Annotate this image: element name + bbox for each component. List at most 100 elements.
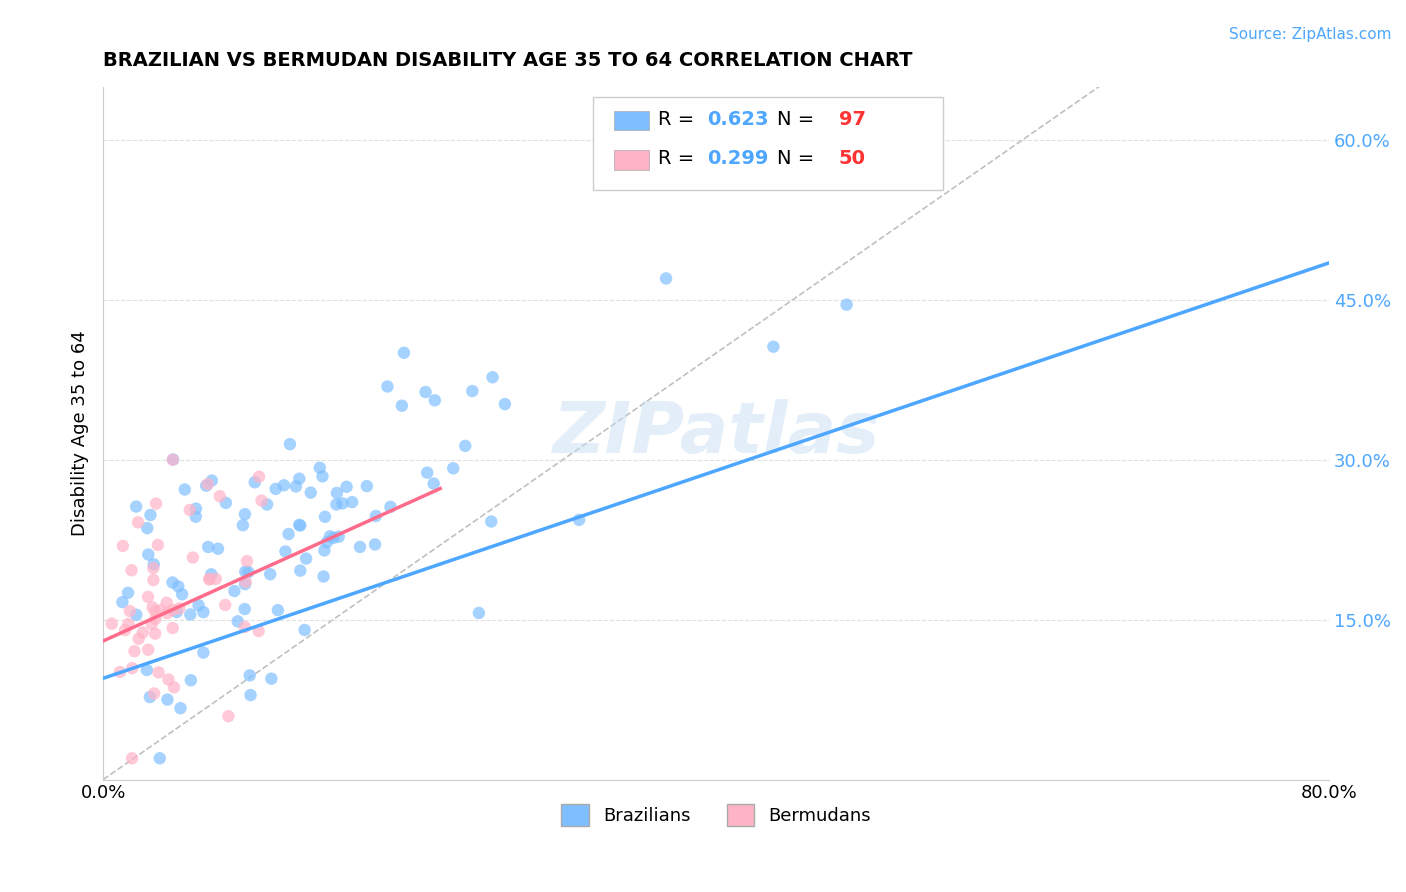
Point [215, 496, 238, 510]
Point [162, 603, 184, 617]
Point [170, 587, 193, 601]
Point [377, 379, 399, 393]
Point [314, 543, 336, 558]
Point [326, 486, 349, 500]
Point [233, 620, 256, 634]
Point [340, 495, 363, 509]
Point [156, 606, 179, 620]
Point [468, 606, 491, 620]
FancyBboxPatch shape [614, 111, 648, 130]
Point [145, 497, 167, 511]
Point [117, 586, 139, 600]
Point [364, 537, 387, 551]
Text: BRAZILIAN VS BERMUDAN DISABILITY AGE 35 TO 64 CORRELATION CHART: BRAZILIAN VS BERMUDAN DISABILITY AGE 35 … [103, 51, 912, 70]
Point [336, 480, 359, 494]
Point [332, 496, 354, 510]
Point [415, 385, 437, 400]
Point [187, 599, 209, 613]
Point [111, 539, 134, 553]
Point [136, 548, 159, 562]
Point [156, 692, 179, 706]
Point [136, 590, 159, 604]
Point [214, 598, 236, 612]
Point [239, 688, 262, 702]
Point [127, 516, 149, 530]
Point [325, 498, 347, 512]
Point [256, 498, 278, 512]
Point [149, 603, 172, 617]
Point [204, 572, 226, 586]
Point [314, 509, 336, 524]
Point [391, 399, 413, 413]
Point [288, 472, 311, 486]
Point [201, 474, 224, 488]
Point [162, 575, 184, 590]
FancyBboxPatch shape [593, 97, 943, 191]
Point [128, 632, 150, 646]
Point [208, 489, 231, 503]
Point [568, 513, 591, 527]
Point [311, 469, 333, 483]
Point [197, 540, 219, 554]
Point [118, 604, 141, 618]
Text: R =: R = [658, 149, 702, 168]
Point [121, 751, 143, 765]
Text: R =: R = [658, 110, 702, 128]
Point [198, 572, 221, 586]
Legend: Brazilians, Bermudans: Brazilians, Bermudans [554, 797, 877, 833]
Text: 0.299: 0.299 [707, 149, 769, 168]
Text: N =: N = [778, 149, 821, 168]
Point [349, 540, 371, 554]
Point [481, 370, 503, 384]
Point [316, 535, 339, 549]
Point [655, 271, 678, 285]
Point [184, 501, 207, 516]
Point [139, 508, 162, 522]
Point [142, 558, 165, 572]
Point [114, 623, 136, 637]
Point [169, 601, 191, 615]
Point [200, 567, 222, 582]
Point [156, 596, 179, 610]
Point [108, 665, 131, 679]
Point [264, 482, 287, 496]
Point [233, 577, 256, 591]
Point [135, 663, 157, 677]
Point [232, 518, 254, 533]
Point [259, 567, 281, 582]
Point [162, 621, 184, 635]
Point [179, 503, 201, 517]
Point [278, 437, 301, 451]
Point [197, 477, 219, 491]
Text: N =: N = [778, 110, 821, 128]
Point [157, 673, 180, 687]
Point [207, 541, 229, 556]
Point [184, 509, 207, 524]
Point [195, 478, 218, 492]
Point [295, 551, 318, 566]
Point [148, 665, 170, 680]
Point [233, 602, 256, 616]
Point [290, 564, 312, 578]
Point [117, 617, 139, 632]
Point [125, 607, 148, 622]
Point [250, 493, 273, 508]
Point [322, 531, 344, 545]
Point [179, 607, 201, 622]
Point [835, 298, 858, 312]
Point [181, 550, 204, 565]
Point [416, 466, 439, 480]
Point [299, 485, 322, 500]
Point [328, 530, 350, 544]
Point [247, 624, 270, 638]
Point [146, 538, 169, 552]
Point [238, 565, 260, 579]
Point [141, 600, 163, 615]
Point [392, 346, 415, 360]
Point [125, 500, 148, 514]
Point [162, 452, 184, 467]
Point [132, 625, 155, 640]
Point [290, 518, 312, 533]
Point [260, 672, 283, 686]
Point [233, 507, 256, 521]
